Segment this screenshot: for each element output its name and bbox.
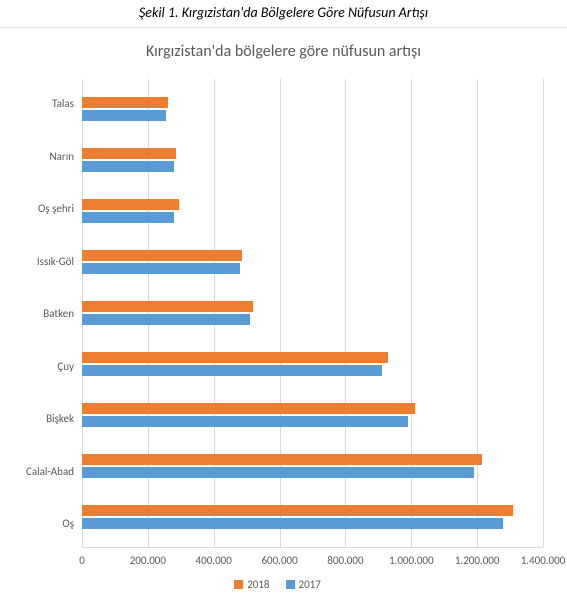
bar [82, 161, 174, 172]
x-axis-tick: 600.000 [261, 554, 297, 567]
bar [82, 148, 176, 159]
legend-item-2018: 2018 [234, 578, 269, 591]
figure-caption: Şekil 1. Kırgızistan'da Bölgelere Göre N… [0, 0, 567, 28]
y-axis-label: Narın [12, 150, 74, 163]
bar [82, 314, 250, 325]
swatch-icon [286, 580, 295, 589]
y-axis-label: Talas [12, 97, 74, 110]
bar [82, 505, 513, 516]
category-group [82, 199, 543, 223]
grid [82, 79, 543, 548]
x-axis-tick: 1.000.000 [389, 554, 434, 567]
legend: 2018 2017 [12, 568, 543, 599]
y-axis-label: Oş şehri [12, 202, 74, 215]
y-axis-label: Bişkek [12, 412, 74, 425]
legend-label: 2017 [299, 578, 321, 591]
category-group [82, 301, 543, 325]
chart-title: Kırgızistan'da bölgelere göre nüfusun ar… [0, 28, 567, 71]
chart-area: Talas Narın Oş şehri Issık-Göl Batken Çuy Bişk… [0, 71, 567, 599]
x-axis-tick: 1.200.000 [455, 554, 500, 567]
x-axis-tick: 800.000 [327, 554, 363, 567]
category-group [82, 148, 543, 172]
y-axis: Talas Narın Oş şehri Issık-Göl Batken Çuy Bişk… [12, 79, 82, 548]
category-group [82, 505, 543, 529]
x-axis-tick: 0 [79, 554, 85, 567]
category-group [82, 97, 543, 121]
bar [82, 467, 474, 478]
bar [82, 365, 382, 376]
category-group [82, 352, 543, 376]
bar [82, 263, 240, 274]
bar [82, 518, 503, 529]
swatch-icon [234, 580, 243, 589]
y-axis-label: Çuy [12, 360, 74, 373]
x-axis-tick: 400.000 [196, 554, 232, 567]
y-axis-label: Oş [12, 517, 74, 530]
bar [82, 454, 482, 465]
bar [82, 416, 408, 427]
y-axis-label: Issık-Göl [12, 255, 74, 268]
x-axis: 0 200.000 400.000 600.000 800.000 1.000.000 1.… [12, 548, 543, 568]
bar [82, 250, 242, 261]
legend-label: 2018 [247, 578, 269, 591]
bar [82, 301, 253, 312]
y-axis-label: Batken [12, 307, 74, 320]
bar [82, 97, 168, 108]
plot-area: Talas Narın Oş şehri Issık-Göl Batken Çuy Bişk… [12, 79, 543, 548]
bar [82, 212, 174, 223]
bars [82, 79, 543, 547]
category-group [82, 250, 543, 274]
bar [82, 199, 179, 210]
x-axis-tick: 1.400.000 [521, 554, 566, 567]
legend-item-2017: 2017 [286, 578, 321, 591]
gridline [543, 79, 544, 547]
bar [82, 352, 388, 363]
y-axis-label: Calal-Abad [12, 465, 74, 478]
chart-container: Şekil 1. Kırgızistan'da Bölgelere Göre N… [0, 0, 567, 599]
bar [82, 110, 166, 121]
x-axis-tick: 200.000 [130, 554, 166, 567]
category-group [82, 403, 543, 427]
category-group [82, 454, 543, 478]
bar [82, 403, 415, 414]
